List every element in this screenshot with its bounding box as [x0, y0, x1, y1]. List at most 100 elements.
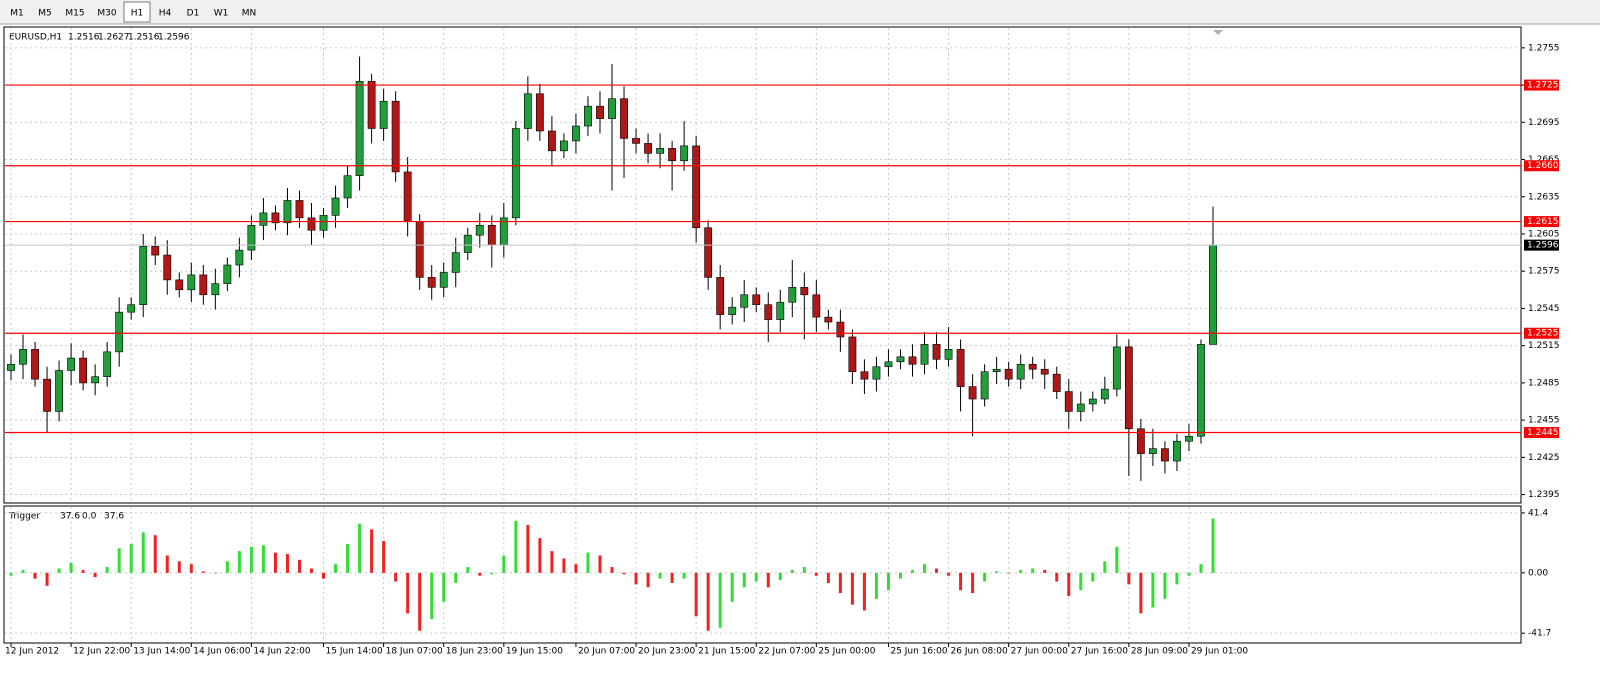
histogram-bar [718, 572, 722, 628]
timeframe-button[interactable] [3, 1, 31, 23]
x-tick-label: 14 Jun 22:00 [253, 647, 310, 657]
timeframe-label[interactable]: M1 [10, 9, 24, 19]
histogram-bar [562, 558, 566, 573]
bid-tag [1524, 239, 1559, 251]
histogram-bar [310, 568, 313, 573]
candle-body [1136, 428, 1145, 454]
histogram-bar [1055, 572, 1059, 582]
histogram-bar [249, 546, 253, 573]
histogram-bar [959, 572, 963, 591]
timeframe-label[interactable]: MN [242, 9, 257, 19]
candle-body [511, 128, 520, 219]
candle-body [211, 283, 220, 296]
candle-body [199, 274, 208, 296]
histogram-bar [514, 520, 518, 573]
histogram-bar [1115, 546, 1119, 573]
candle-body [487, 224, 496, 246]
candle-body [896, 356, 905, 363]
indicator-header-value: 0.0 [82, 512, 97, 522]
histogram-bar [526, 525, 530, 573]
candle-body [91, 376, 100, 384]
histogram-bar [610, 567, 614, 573]
timeframe-button[interactable] [123, 1, 151, 23]
level-tag-label: 1.2615 [1527, 217, 1559, 227]
histogram-bar [346, 543, 350, 573]
x-tick-label: 25 Jun 00:00 [818, 647, 875, 657]
histogram-bar [9, 572, 13, 576]
x-tick-label: 21 Jun 15:00 [698, 647, 755, 657]
candle-body [19, 349, 27, 365]
candle-body [1100, 388, 1109, 400]
candle-body [295, 200, 304, 219]
timeframe-label[interactable]: H1 [131, 9, 144, 19]
histogram-bar [790, 569, 794, 573]
candle-body [656, 148, 664, 154]
candle-body [331, 197, 340, 216]
candle-body [271, 212, 280, 224]
candle-body [680, 145, 689, 162]
header-low: 1.2516 [128, 33, 160, 43]
histogram-bar [33, 572, 37, 579]
indicator-header-value: 37.6 [60, 512, 80, 522]
candle-body [668, 148, 677, 162]
histogram-bar [886, 572, 890, 591]
timeframe-button[interactable] [235, 1, 263, 23]
x-tick-label: 26 Jun 08:00 [951, 647, 1008, 657]
y-tick-label: 1.2605 [1528, 229, 1560, 239]
x-tick-label: 13 Jun 14:00 [133, 647, 190, 657]
candle-body [944, 349, 953, 360]
header-close: 1.2596 [158, 33, 190, 43]
timeframe-label[interactable]: M15 [65, 9, 84, 19]
histogram-bar [1211, 518, 1215, 573]
candle-body [1040, 368, 1049, 375]
candle-body [523, 93, 532, 129]
histogram-bar [1031, 568, 1035, 573]
timeframe-button[interactable] [207, 1, 235, 23]
y-tick-label: 1.2515 [1528, 341, 1560, 351]
histogram-bar [1007, 572, 1011, 574]
candle-body [1161, 448, 1169, 462]
histogram-bar [502, 555, 506, 573]
timeframe-button[interactable] [59, 1, 91, 23]
histogram-bar [177, 561, 181, 573]
candle-body [463, 234, 472, 253]
histogram-bar [766, 572, 770, 588]
candle-body [704, 227, 713, 278]
y-tick-label: 1.2545 [1528, 304, 1560, 314]
timeframe-button[interactable] [179, 1, 207, 23]
histogram-bar [93, 572, 97, 578]
timeframe-button[interactable] [91, 1, 123, 23]
chart-title: EURUSD,H1 [9, 33, 62, 43]
timeframe-label[interactable]: H4 [159, 9, 172, 19]
histogram-bar [1079, 572, 1083, 591]
candle-body [992, 368, 1001, 373]
timeframe-button[interactable] [151, 1, 179, 23]
timeframe-label[interactable]: D1 [187, 9, 200, 19]
histogram-bar [1199, 564, 1203, 573]
candle-body [1028, 363, 1037, 370]
timeframe-label[interactable]: M30 [97, 9, 116, 19]
x-tick-label: 27 Jun 16:00 [1071, 647, 1128, 657]
histogram-bar [165, 555, 169, 573]
histogram-bar [971, 572, 975, 594]
candle-body [812, 294, 821, 318]
histogram-bar [898, 572, 902, 579]
histogram-bar [69, 562, 73, 573]
x-tick-label: 27 Jun 00:00 [1011, 647, 1068, 657]
timeframe-label[interactable]: M5 [38, 9, 52, 19]
histogram-bar [394, 572, 398, 582]
timeframe-label[interactable]: W1 [214, 9, 229, 19]
candle-body [716, 277, 725, 315]
candle-body [956, 349, 965, 387]
candle-body [980, 371, 989, 400]
y-tick-label: 1.2755 [1528, 43, 1560, 53]
histogram-bar [826, 572, 830, 583]
timeframe-button[interactable] [31, 1, 59, 23]
histogram-bar [370, 529, 374, 573]
x-tick-label: 22 Jun 07:00 [758, 647, 815, 657]
candle-body [1016, 363, 1025, 380]
candle-body [1148, 448, 1157, 454]
candle-body [259, 212, 268, 226]
histogram-bar [538, 538, 542, 573]
